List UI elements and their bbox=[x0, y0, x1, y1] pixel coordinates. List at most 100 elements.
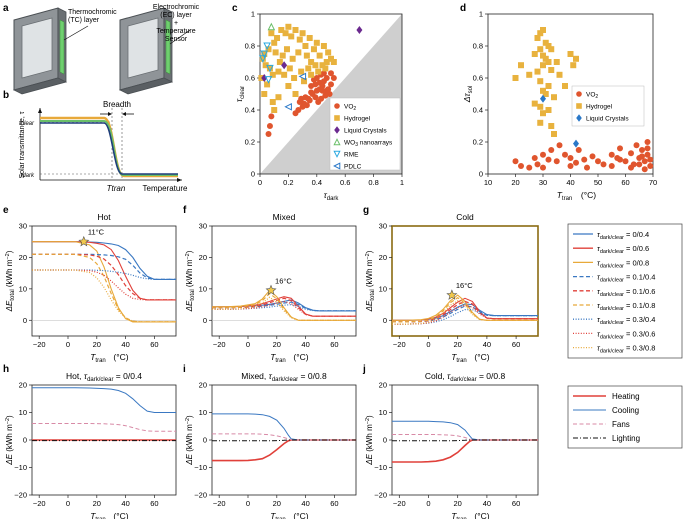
y-tick-label: 30 bbox=[19, 222, 27, 231]
tau-clear-label: τclear bbox=[19, 121, 35, 127]
data-point bbox=[275, 68, 282, 75]
data-point bbox=[537, 119, 544, 126]
data-point bbox=[562, 83, 568, 89]
data-point bbox=[281, 61, 288, 70]
x-tick-label: 60 bbox=[512, 499, 520, 508]
legend-label: τdark/clear = 0.3/0.8 bbox=[597, 344, 655, 355]
x-tick-label: −20 bbox=[393, 340, 406, 349]
plot-frame bbox=[391, 225, 539, 337]
x-axis-label: Ttran bbox=[451, 352, 467, 364]
x-tick-label: 20 bbox=[511, 178, 519, 187]
series-line-0-3-0-6 bbox=[32, 269, 176, 301]
data-point bbox=[545, 83, 552, 89]
legend-label: WO3 nanoarrays bbox=[344, 140, 393, 149]
legend-label: Lighting bbox=[612, 434, 640, 443]
legend-label: Heating bbox=[612, 392, 640, 401]
y-tick-label: 0 bbox=[383, 316, 387, 325]
data-point bbox=[325, 86, 332, 93]
data-point bbox=[330, 75, 337, 81]
x-tick-label: 20 bbox=[454, 340, 462, 349]
data-point bbox=[540, 94, 546, 103]
legend-label: Fans bbox=[612, 420, 630, 429]
x-tick-label: 40 bbox=[483, 340, 491, 349]
data-point bbox=[573, 159, 579, 166]
data-point bbox=[284, 102, 292, 111]
data-point bbox=[512, 75, 519, 81]
data-point bbox=[589, 153, 596, 160]
legend-label: VO2 bbox=[586, 92, 598, 101]
data-point bbox=[518, 62, 524, 69]
x-tick-label: 0 bbox=[246, 340, 250, 349]
data-point bbox=[531, 51, 538, 57]
data-point bbox=[322, 65, 329, 72]
data-point bbox=[567, 163, 574, 169]
data-point bbox=[275, 94, 282, 101]
data-point bbox=[269, 99, 276, 105]
data-point bbox=[537, 103, 544, 110]
data-point bbox=[281, 71, 288, 78]
ec-label-line2: (EC) layer bbox=[160, 12, 192, 19]
data-point bbox=[628, 150, 634, 157]
data-point bbox=[285, 83, 292, 89]
data-point bbox=[608, 151, 615, 158]
y-tick-label: 20 bbox=[199, 253, 207, 262]
x-tick-label: −20 bbox=[33, 499, 46, 508]
panel-label-a: a bbox=[3, 3, 9, 14]
data-point bbox=[320, 43, 327, 49]
y-axis-label: ΔEtotal (kWh m−2) bbox=[365, 250, 376, 312]
data-point bbox=[542, 91, 549, 97]
series-line-cooling bbox=[32, 387, 176, 413]
ec-label-line4: Temperature bbox=[156, 28, 195, 35]
x-axis-unit: (°C) bbox=[293, 511, 308, 519]
data-point bbox=[305, 65, 312, 72]
data-point bbox=[548, 67, 555, 73]
y-tick-label: −10 bbox=[194, 463, 207, 472]
data-point bbox=[308, 89, 315, 96]
panel-b-xlabel: Temperature bbox=[143, 184, 188, 193]
data-point bbox=[617, 145, 623, 152]
data-point bbox=[259, 55, 266, 62]
data-point bbox=[264, 76, 273, 84]
panel-label-f: f bbox=[183, 205, 187, 216]
y-tick-label: 0.8 bbox=[473, 42, 483, 51]
panel-label-e: e bbox=[3, 205, 9, 216]
data-point bbox=[312, 81, 319, 88]
data-point bbox=[279, 52, 286, 59]
legend-efg: τdark/clear = 0/0.4 τdark/clear = 0/0.6 τd… bbox=[567, 223, 683, 359]
series-line-0-1-0-6 bbox=[212, 297, 356, 317]
data-point bbox=[636, 161, 643, 168]
ec-label-line5: Sensor bbox=[165, 36, 188, 43]
series-line-cooling bbox=[392, 420, 538, 441]
data-point bbox=[259, 55, 267, 63]
x-tick-label: 60 bbox=[621, 178, 629, 187]
data-point bbox=[288, 33, 295, 40]
y-tick-label: 20 bbox=[199, 381, 207, 390]
data-point bbox=[600, 161, 607, 168]
data-point bbox=[518, 163, 524, 169]
data-point bbox=[296, 36, 303, 43]
data-point bbox=[328, 55, 334, 62]
legend-label: VO2 bbox=[344, 104, 356, 113]
data-point bbox=[298, 72, 307, 81]
breadth-label: Breadth bbox=[103, 100, 131, 109]
data-point bbox=[271, 107, 278, 113]
y-tick-label: −10 bbox=[374, 463, 387, 472]
data-point bbox=[265, 131, 272, 137]
panel-b-schematic bbox=[38, 108, 182, 182]
data-point bbox=[584, 164, 590, 171]
data-point bbox=[595, 158, 601, 165]
data-point bbox=[296, 99, 303, 105]
panel-label-b: b bbox=[3, 90, 9, 101]
data-point bbox=[575, 147, 582, 153]
legend-box bbox=[571, 85, 645, 127]
window-ec-illustration bbox=[118, 7, 191, 95]
y-tick-label: 0 bbox=[23, 436, 27, 445]
data-point bbox=[581, 156, 588, 163]
data-point bbox=[644, 139, 651, 145]
y-axis-label: ΔEtotal (kWh m−2) bbox=[185, 250, 196, 312]
y-tick-label: 0 bbox=[203, 316, 207, 325]
x-tick-label: 20 bbox=[273, 340, 281, 349]
x-tick-label: 0 bbox=[66, 499, 70, 508]
y-tick-label: −20 bbox=[374, 491, 387, 500]
tc-label-line2: (TC) layer bbox=[68, 17, 100, 24]
